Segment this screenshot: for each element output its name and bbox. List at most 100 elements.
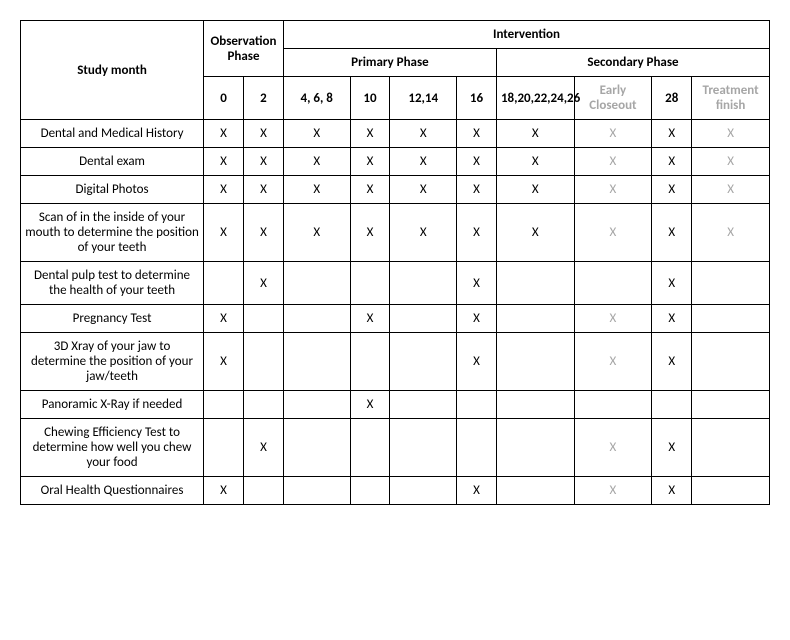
cell [390,419,457,477]
cell: X [574,176,652,204]
cell [350,477,390,505]
cell [390,391,457,419]
cell [244,333,284,391]
cell: X [457,176,497,204]
cell: X [692,120,770,148]
cell [390,333,457,391]
cell: X [204,148,244,176]
cell: X [350,120,390,148]
cell [457,419,497,477]
cell [692,305,770,333]
row-label: Dental exam [21,148,204,176]
cell [350,262,390,305]
cell [244,305,284,333]
header-observation-phase: Observation Phase [204,21,284,77]
cell: X [204,305,244,333]
row-label: Scan of in the inside of your mouth to d… [21,204,204,262]
cell: X [652,419,692,477]
cell [244,477,284,505]
cell: X [244,204,284,262]
cell: X [574,148,652,176]
header-treatment-finish: Treatment finish [692,77,770,120]
header-month-1826: 18,20,22,24,26 [496,77,574,120]
cell: X [350,148,390,176]
cell: X [496,148,574,176]
cell: X [204,176,244,204]
cell [574,391,652,419]
table-row: Chewing Efficiency Test to determine how… [21,419,770,477]
cell [283,333,350,391]
cell [390,305,457,333]
cell: X [652,262,692,305]
table-row: Digital PhotosXXXXXXXXXX [21,176,770,204]
cell [496,419,574,477]
header-month-16: 16 [457,77,497,120]
table-body: Dental and Medical HistoryXXXXXXXXXXDent… [21,120,770,505]
cell [692,419,770,477]
cell: X [390,120,457,148]
study-schedule-table: Study month Observation Phase Interventi… [20,20,770,505]
row-label: Pregnancy Test [21,305,204,333]
cell: X [204,204,244,262]
header-study-month: Study month [21,21,204,120]
cell [350,333,390,391]
cell: X [457,333,497,391]
table-row: Oral Health QuestionnairesXXXX [21,477,770,505]
cell: X [652,305,692,333]
cell: X [457,148,497,176]
cell [496,305,574,333]
cell: X [692,176,770,204]
cell [496,333,574,391]
cell: X [457,477,497,505]
cell: X [496,176,574,204]
cell: X [574,204,652,262]
cell [244,391,284,419]
cell [692,333,770,391]
row-label: Digital Photos [21,176,204,204]
cell: X [652,176,692,204]
cell [204,262,244,305]
cell [204,391,244,419]
cell [390,477,457,505]
cell: X [390,148,457,176]
header-early-closeout: Early Closeout [574,77,652,120]
cell: X [574,120,652,148]
cell [496,477,574,505]
cell [204,419,244,477]
cell: X [244,176,284,204]
table-header: Study month Observation Phase Interventi… [21,21,770,120]
cell: X [283,176,350,204]
cell: X [457,120,497,148]
cell: X [283,148,350,176]
cell: X [496,204,574,262]
row-label: Dental pulp test to determine the health… [21,262,204,305]
cell: X [244,419,284,477]
cell [283,305,350,333]
cell [496,391,574,419]
cell: X [652,333,692,391]
row-label: Dental and Medical History [21,120,204,148]
cell: X [652,148,692,176]
cell: X [574,333,652,391]
cell: X [350,204,390,262]
table-row: Panoramic X-Ray if needed X [21,391,770,419]
cell [283,419,350,477]
cell: X [692,204,770,262]
cell: X [457,305,497,333]
cell: X [457,204,497,262]
header-secondary-phase: Secondary Phase [496,49,769,77]
row-label: Oral Health Questionnaires [21,477,204,505]
cell: X [350,176,390,204]
cell [283,262,350,305]
header-intervention: Intervention [283,21,769,49]
cell: X [283,204,350,262]
cell: X [350,391,390,419]
cell [496,262,574,305]
cell: X [244,262,284,305]
row-label: Panoramic X-Ray if needed [21,391,204,419]
cell [457,391,497,419]
table-row: Dental examXXXXXXXXXX [21,148,770,176]
cell [283,391,350,419]
row-label: 3D Xray of your jaw to determine the pos… [21,333,204,391]
cell: X [457,262,497,305]
